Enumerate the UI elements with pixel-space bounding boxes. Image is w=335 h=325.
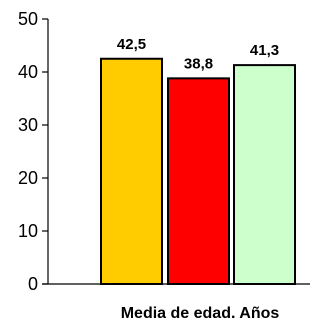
y-axis: 0 10 20 30 40 50 <box>18 9 310 294</box>
bar-value-label: 42,5 <box>117 36 146 53</box>
data-labels: 42,5 38,8 41,3 <box>117 36 279 73</box>
y-tick-label: 30 <box>18 115 38 135</box>
bar-value-label: 41,3 <box>250 42 279 59</box>
bar <box>233 64 296 285</box>
y-tick-label: 10 <box>18 221 38 241</box>
bar-value-label: 38,8 <box>184 55 213 72</box>
y-tick-label: 50 <box>18 9 38 29</box>
y-tick-label: 0 <box>28 274 38 294</box>
bar <box>167 77 230 285</box>
y-tick-label: 40 <box>18 62 38 82</box>
bar <box>100 57 163 285</box>
x-axis-label: Media de edad. Años <box>121 305 280 322</box>
bars <box>100 57 296 285</box>
y-tick-label: 20 <box>18 168 38 188</box>
